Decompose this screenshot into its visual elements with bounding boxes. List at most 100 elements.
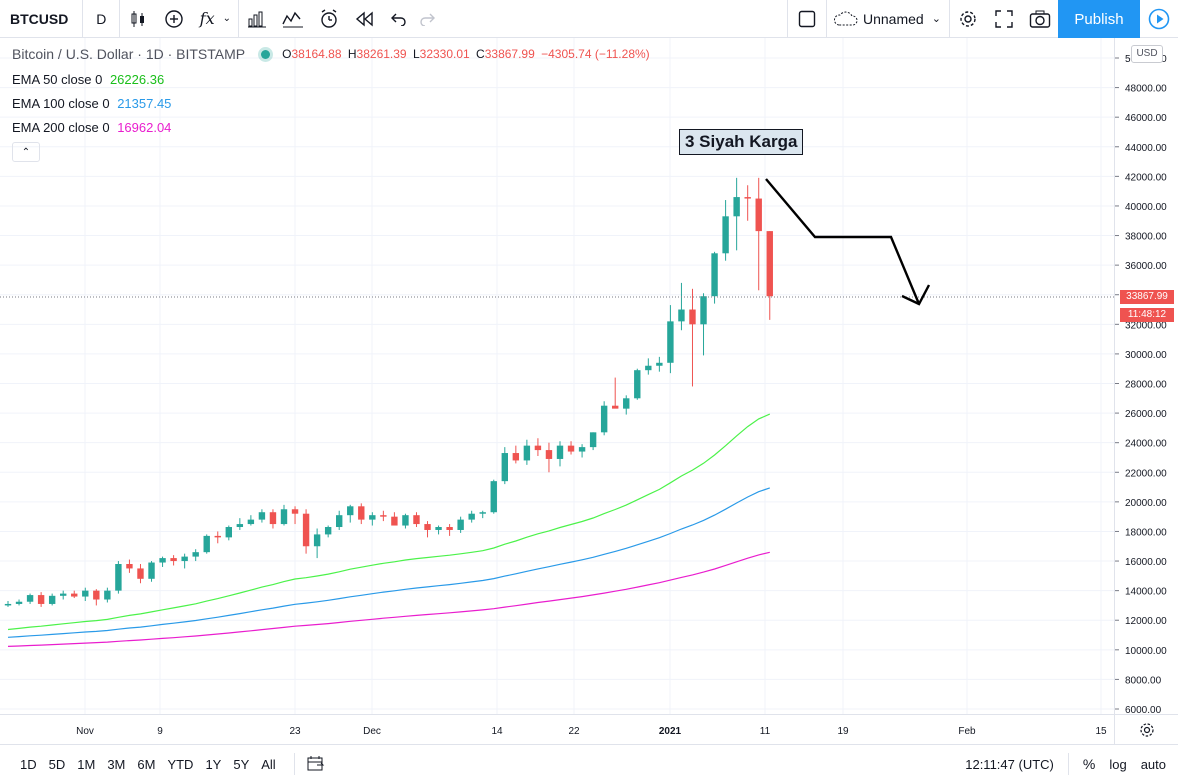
candle-body xyxy=(159,558,166,563)
play-circle-icon[interactable] xyxy=(1140,0,1178,38)
range-button-5d[interactable]: 5D xyxy=(48,756,66,772)
replay-icon[interactable] xyxy=(347,0,383,38)
candle-body xyxy=(623,398,630,409)
candle-body xyxy=(490,481,497,513)
time-label: Feb xyxy=(958,726,976,737)
collapse-legend-button[interactable]: ⌃ xyxy=(12,142,40,162)
candle-body xyxy=(578,447,586,452)
candle-body xyxy=(48,595,56,604)
currency-label[interactable]: USD xyxy=(1131,45,1163,63)
chart-settings-corner[interactable] xyxy=(1114,714,1178,744)
redo-icon[interactable] xyxy=(413,0,443,38)
range-button-5y[interactable]: 5Y xyxy=(233,756,250,772)
candle-body xyxy=(766,231,773,297)
financials-icon[interactable] xyxy=(239,0,275,38)
candle-body xyxy=(181,556,188,562)
expand-fullscreen-icon[interactable] xyxy=(986,0,1022,38)
price-axis[interactable]: 50000.0048000.0046000.0044000.0042000.00… xyxy=(1114,38,1178,716)
candle-body xyxy=(4,603,12,606)
price-tick-label: 16000.00 xyxy=(1125,557,1167,568)
legend-ema50[interactable]: EMA 50 close 0 26226.36 xyxy=(12,72,165,87)
ema-lines xyxy=(7,413,771,647)
candle-body xyxy=(402,515,409,526)
auto-scale-toggle[interactable]: auto xyxy=(1140,756,1166,772)
time-label: 19 xyxy=(837,726,849,737)
last-price-tag: 33867.99 xyxy=(1120,290,1174,304)
candle-body xyxy=(347,506,354,516)
candle-body xyxy=(534,445,542,451)
ohlc-values: O38164.88 H38261.39 L32330.01 C33867.99 … xyxy=(282,47,650,61)
interval-button[interactable]: D xyxy=(96,10,107,27)
goto-date-icon[interactable] xyxy=(307,755,325,774)
candle-body xyxy=(336,515,343,528)
alert-icon[interactable] xyxy=(311,0,347,38)
drawn-trend-arrow xyxy=(765,178,921,305)
candle-body xyxy=(468,513,475,520)
symbol-search-button[interactable]: BTCUSD xyxy=(10,10,69,27)
range-button-ytd[interactable]: YTD xyxy=(167,756,194,772)
settings-gear-icon[interactable] xyxy=(950,0,986,38)
candle-body xyxy=(700,296,707,325)
log-scale-toggle[interactable]: log xyxy=(1109,756,1127,772)
price-tick-label: 24000.00 xyxy=(1125,439,1167,450)
cloud-icon xyxy=(833,11,858,25)
range-button-all[interactable]: All xyxy=(261,756,276,772)
price-tick-label: 36000.00 xyxy=(1125,261,1167,272)
publish-button[interactable]: Publish xyxy=(1058,0,1140,38)
templates-icon[interactable] xyxy=(275,0,311,38)
candle-body xyxy=(556,445,564,459)
price-tick-label: 26000.00 xyxy=(1125,409,1167,420)
fullscreen-square-icon[interactable] xyxy=(788,0,826,38)
candle-body xyxy=(15,601,23,604)
price-axis-ticks: 50000.0048000.0046000.0044000.0042000.00… xyxy=(1115,54,1167,716)
candle-body xyxy=(424,524,431,530)
time-label: 11 xyxy=(760,726,771,737)
percent-scale-toggle[interactable]: % xyxy=(1082,756,1096,772)
top-toolbar: BTCUSD D fx ⌄ Unnamed ⌄ xyxy=(0,0,1178,38)
toolbar-divider xyxy=(826,0,827,38)
price-tick-label: 48000.00 xyxy=(1125,84,1167,95)
candle-body xyxy=(512,453,520,461)
candle-body xyxy=(291,509,299,514)
utc-clock[interactable]: 12:11:47 (UTC) xyxy=(965,756,1054,772)
range-button-1y[interactable]: 1Y xyxy=(205,756,222,772)
candle-body xyxy=(733,197,740,217)
camera-icon[interactable] xyxy=(1022,0,1058,38)
price-tick-label: 32000.00 xyxy=(1125,320,1167,331)
candle-body xyxy=(755,198,762,232)
candle-body xyxy=(115,564,122,591)
candle-body xyxy=(523,445,531,461)
indicators-button[interactable]: fx ⌄ xyxy=(192,0,238,38)
chevron-up-icon: ⌃ xyxy=(21,146,31,158)
legend-ema200[interactable]: EMA 200 close 0 16962.04 xyxy=(12,120,172,135)
legend-main: Bitcoin / U.S. Dollar · 1D · BITSTAMP O3… xyxy=(12,46,650,62)
range-button-1m[interactable]: 1M xyxy=(77,756,96,772)
legend-ema100[interactable]: EMA 100 close 0 21357.45 xyxy=(12,96,172,111)
range-button-6m[interactable]: 6M xyxy=(137,756,156,772)
candles-icon[interactable] xyxy=(120,0,156,38)
price-tick-label: 10000.00 xyxy=(1125,646,1167,657)
compare-add-icon[interactable] xyxy=(156,0,192,38)
toolbar-divider xyxy=(119,0,121,38)
price-tick-label: 44000.00 xyxy=(1125,143,1167,154)
chart-annotation-label[interactable]: 3 Siyah Karga xyxy=(679,129,804,155)
price-tick-label: 12000.00 xyxy=(1125,616,1167,627)
range-button-3m[interactable]: 3M xyxy=(107,756,126,772)
candle-body xyxy=(722,216,729,254)
candle-body xyxy=(479,512,486,514)
undo-icon[interactable] xyxy=(383,0,413,38)
time-label: 14 xyxy=(491,726,503,737)
time-label: 23 xyxy=(289,726,301,737)
candle-body xyxy=(203,535,210,553)
layout-name-button[interactable]: Unnamed ⌄ xyxy=(827,0,949,38)
candle-body xyxy=(313,534,321,547)
candle-body xyxy=(612,405,619,409)
candle-body xyxy=(645,365,652,371)
candle-body xyxy=(137,568,144,579)
candle-body xyxy=(589,432,597,448)
range-button-1d[interactable]: 1D xyxy=(20,756,37,772)
time-axis[interactable]: Nov 9 23 Dec 14 22 2021 11 19 Feb 15 xyxy=(0,714,1114,745)
price-tick-label: 20000.00 xyxy=(1125,498,1167,509)
price-tick-label: 42000.00 xyxy=(1125,172,1167,183)
price-chart[interactable] xyxy=(0,38,1114,714)
